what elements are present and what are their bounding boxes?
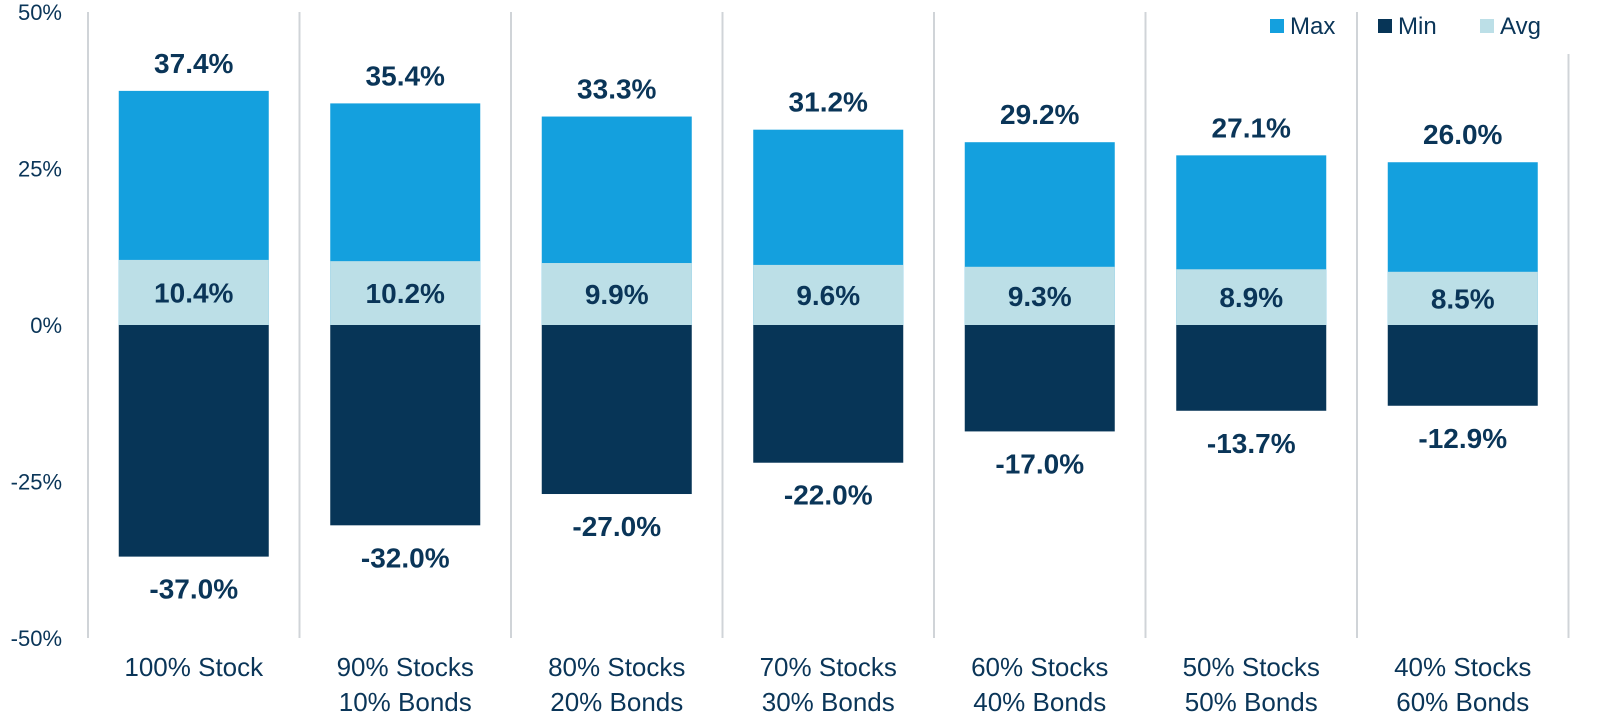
bar-avg	[1387, 271, 1538, 325]
bar-min	[753, 325, 904, 463]
data-label-min: -37.0%	[149, 574, 238, 605]
data-label-max: 33.3%	[577, 74, 656, 105]
data-label-avg: 8.5%	[1431, 283, 1495, 314]
data-label-min: -32.0%	[361, 542, 450, 573]
data-label-min: -13.7%	[1207, 428, 1296, 459]
data-label-max: 31.2%	[789, 87, 868, 118]
data-label-avg: 9.6%	[796, 280, 860, 311]
x-tick-label: 90% Stocks	[337, 652, 474, 682]
y-tick-label: 50%	[18, 0, 62, 25]
data-label-avg: 9.3%	[1008, 281, 1072, 312]
x-tick-label: 30% Bonds	[762, 687, 895, 717]
x-tick-label: 50% Bonds	[1185, 687, 1318, 717]
bar-avg	[541, 263, 692, 325]
x-tick-label: 20% Bonds	[550, 687, 683, 717]
bar-min	[1176, 325, 1327, 411]
data-label-min: -17.0%	[995, 448, 1084, 479]
bar-avg	[118, 259, 269, 325]
data-label-max: 37.4%	[154, 48, 233, 79]
legend-swatch	[1480, 19, 1494, 33]
x-tick-label: 10% Bonds	[339, 687, 472, 717]
data-label-max: 27.1%	[1212, 112, 1291, 143]
x-tick-label: 40% Stocks	[1394, 652, 1531, 682]
data-label-min: -27.0%	[572, 511, 661, 542]
bar-min	[330, 325, 481, 526]
y-tick-label: -50%	[11, 626, 62, 651]
y-axis: 50% 25% 0% -25% -50%	[11, 0, 62, 651]
x-tick-label: 40% Bonds	[973, 687, 1106, 717]
data-label-max: 26.0%	[1423, 119, 1502, 150]
bar-avg	[753, 264, 904, 325]
legend: Max Min Avg	[1270, 13, 1541, 40]
x-tick-label: 80% Stocks	[548, 652, 685, 682]
data-label-avg: 10.4%	[154, 277, 233, 308]
y-tick-label: 25%	[18, 157, 62, 182]
data-label-avg: 10.2%	[366, 278, 445, 309]
data-label-avg: 9.9%	[585, 279, 649, 310]
bar-min	[964, 325, 1115, 432]
data-label-min: -12.9%	[1418, 423, 1507, 454]
legend-label: Min	[1398, 13, 1437, 40]
x-tick-label: 50% Stocks	[1183, 652, 1320, 682]
x-tick-label: 60% Stocks	[971, 652, 1108, 682]
legend-swatch	[1378, 19, 1392, 33]
x-tick-label: 60% Bonds	[1396, 687, 1529, 717]
legend-swatch	[1270, 19, 1284, 33]
y-tick-label: -25%	[11, 470, 62, 495]
data-labels: 37.4% 10.4% -37.0% 35.4% 10.2% -32.0% 33.3% 9.9…	[149, 48, 1507, 605]
x-tick-label: 70% Stocks	[760, 652, 897, 682]
data-label-avg: 8.9%	[1219, 282, 1283, 313]
y-tick-label: 0%	[30, 313, 62, 338]
bar-min	[118, 325, 269, 557]
bar-min	[1387, 325, 1538, 406]
bar-avg	[330, 261, 481, 325]
legend-label: Max	[1290, 13, 1335, 40]
bars	[118, 90, 1538, 557]
bar-min	[541, 325, 692, 495]
category-dividers	[87, 12, 1570, 638]
bar-avg	[964, 266, 1115, 325]
data-label-max: 29.2%	[1000, 99, 1079, 130]
x-tick-label: 100% Stock	[124, 652, 264, 682]
data-label-min: -22.0%	[784, 480, 873, 511]
bar-avg	[1176, 269, 1327, 325]
x-axis: 100% Stock 90% Stocks 10% Bonds 80% Stocks 2…	[124, 652, 1531, 717]
legend-label: Avg	[1500, 13, 1541, 40]
data-label-max: 35.4%	[366, 60, 445, 91]
